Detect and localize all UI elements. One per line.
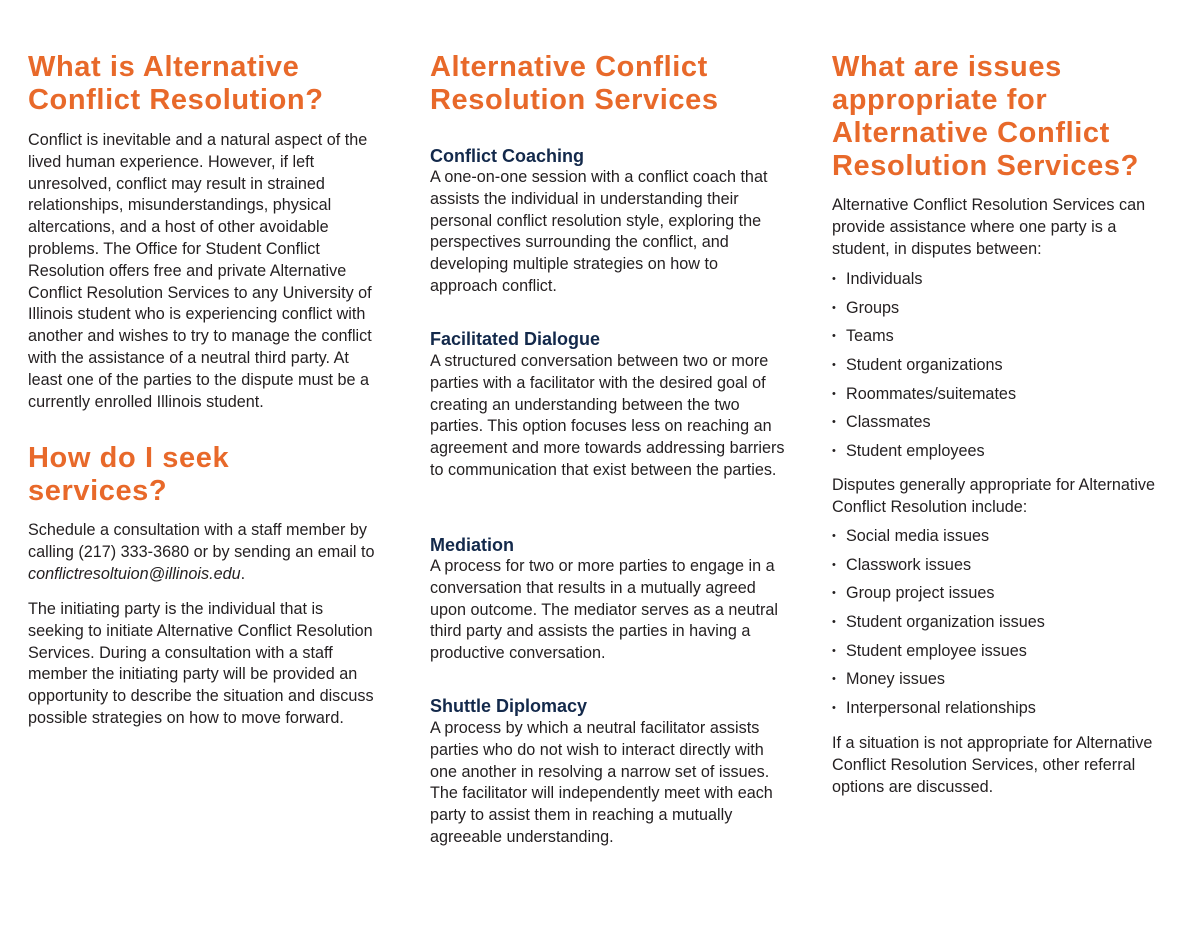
service-title-mediation: Mediation <box>430 535 514 555</box>
email-address[interactable]: conflictresoltuion@illinois.edu <box>28 564 241 583</box>
heading-appropriate-issues: What are issues appropriate for Alternat… <box>832 51 1139 183</box>
schedule-paragraph: Schedule a consultation with a staff mem… <box>28 520 378 585</box>
service-text-shuttle-diplomacy: A process by which a neutral facilitator… <box>430 719 773 846</box>
heading-line: How do I seek <box>28 442 230 474</box>
appropriate-disputes-intro: Disputes generally appropriate for Alter… <box>832 476 1156 516</box>
schedule-text-end: . <box>240 564 246 583</box>
list-item: Student organization issues <box>832 611 1172 640</box>
service-title-conflict-coaching: Conflict Coaching <box>430 146 584 166</box>
list-item: Student employees <box>832 440 1172 469</box>
list-item: Classmates <box>832 411 1172 440</box>
service-text-conflict-coaching: A one-on-one session with a conflict coa… <box>430 168 768 295</box>
list-item: Roommates/suitemates <box>832 383 1172 412</box>
heading-line: What is Alternative <box>28 51 300 83</box>
list-item: Student employee issues <box>832 640 1172 669</box>
list-item: Social media issues <box>832 525 1172 554</box>
heading-how-to-seek: How do I seek services? <box>28 442 229 508</box>
list-item: Individuals <box>832 268 1172 297</box>
service-title-facilitated-dialogue: Facilitated Dialogue <box>430 329 601 349</box>
heading-line: Alternative Conflict <box>832 117 1110 149</box>
heading-line: Resolution Services <box>430 84 719 116</box>
heading-line: Conflict Resolution? <box>28 84 324 116</box>
list-item: Group project issues <box>832 582 1172 611</box>
heading-services: Alternative Conflict Resolution Services <box>430 51 719 117</box>
intro-paragraph: Conflict is inevitable and a natural asp… <box>28 131 372 411</box>
service-text-mediation: A process for two or more parties to eng… <box>430 557 778 663</box>
heading-line: Alternative Conflict <box>430 51 708 83</box>
list-item: Classwork issues <box>832 554 1172 583</box>
list-item: Student organizations <box>832 354 1172 383</box>
parties-list: IndividualsGroupsTeamsStudent organizati… <box>832 268 1172 469</box>
disputes-between-intro: Alternative Conflict Resolution Services… <box>832 196 1146 258</box>
list-item: Groups <box>832 297 1172 326</box>
schedule-text: Schedule a consultation with a staff mem… <box>28 521 375 561</box>
heading-line: What are issues <box>832 51 1062 83</box>
heading-line: Resolution Services? <box>832 150 1139 182</box>
list-item: Money issues <box>832 668 1172 697</box>
heading-what-is-acr: What is Alternative Conflict Resolution? <box>28 51 324 117</box>
initiating-party-paragraph: The initiating party is the individual t… <box>28 600 374 727</box>
issues-list: Social media issuesClasswork issuesGroup… <box>832 525 1172 726</box>
service-title-shuttle-diplomacy: Shuttle Diplomacy <box>430 696 588 716</box>
service-text-facilitated-dialogue: A structured conversation between two or… <box>430 352 785 479</box>
list-item: Teams <box>832 325 1172 354</box>
referral-paragraph: If a situation is not appropriate for Al… <box>832 734 1153 796</box>
heading-line: appropriate for <box>832 84 1048 116</box>
list-item: Interpersonal relationships <box>832 697 1172 726</box>
heading-line: services? <box>28 475 168 507</box>
